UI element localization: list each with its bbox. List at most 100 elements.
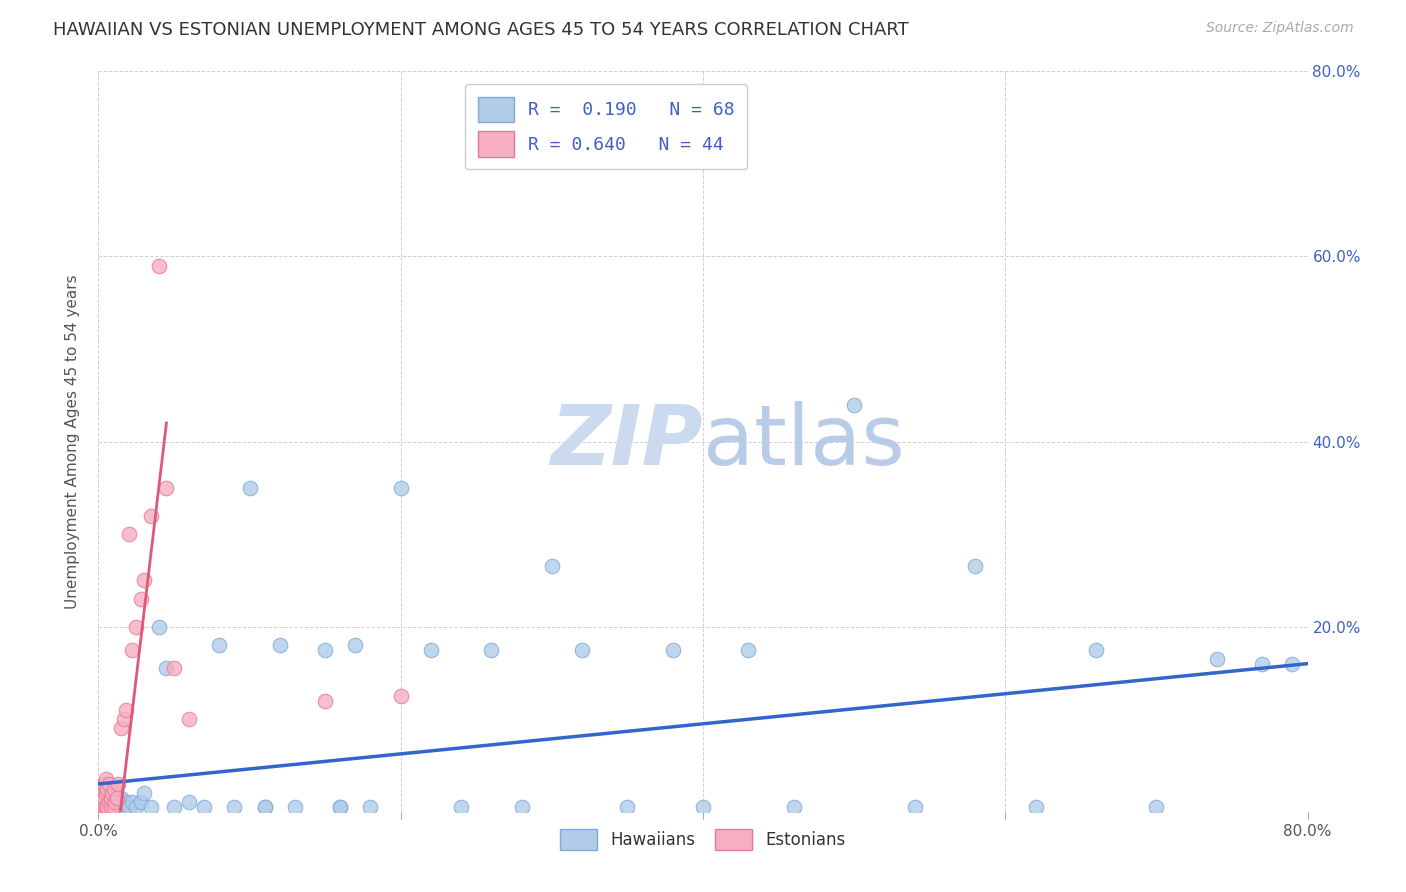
Point [91, 796, 114, 810]
Point [93, 800, 115, 814]
Point [141, 800, 163, 814]
Point [329, 800, 352, 814]
Point [1281, 657, 1303, 671]
Point [98, 777, 121, 791]
Point [100, 800, 122, 814]
Point [93, 790, 115, 805]
Point [132, 786, 155, 800]
Point [239, 481, 262, 495]
Point [96, 800, 118, 814]
Point [121, 796, 143, 810]
Point [94, 800, 117, 814]
Y-axis label: Unemployment Among Ages 45 to 54 years: Unemployment Among Ages 45 to 54 years [65, 274, 80, 609]
Point [179, 712, 201, 726]
Point [94, 800, 117, 814]
Point [108, 800, 131, 814]
Point [112, 712, 135, 726]
Point [1024, 800, 1046, 814]
Point [540, 559, 562, 574]
Point [163, 661, 186, 675]
Point [110, 722, 132, 736]
Point [98, 796, 121, 810]
Point [329, 800, 352, 814]
Point [98, 800, 121, 814]
Point [965, 559, 987, 574]
Point [125, 800, 148, 814]
Point [224, 800, 246, 814]
Point [90, 800, 112, 814]
Point [90, 790, 112, 805]
Point [91, 800, 114, 814]
Point [90, 786, 112, 800]
Point [100, 790, 122, 805]
Point [314, 694, 336, 708]
Point [1251, 657, 1274, 671]
Point [179, 796, 201, 810]
Point [904, 800, 927, 814]
Point [104, 786, 127, 800]
Text: HAWAIIAN VS ESTONIAN UNEMPLOYMENT AMONG AGES 45 TO 54 YEARS CORRELATION CHART: HAWAIIAN VS ESTONIAN UNEMPLOYMENT AMONG … [53, 21, 910, 38]
Point [107, 777, 129, 791]
Point [100, 796, 122, 810]
Point [360, 800, 382, 814]
Point [269, 638, 291, 652]
Point [89, 796, 111, 810]
Point [314, 642, 336, 657]
Point [121, 642, 143, 657]
Point [389, 689, 412, 703]
Point [118, 800, 141, 814]
Point [141, 508, 163, 523]
Point [90, 800, 112, 814]
Point [844, 398, 866, 412]
Point [155, 481, 177, 495]
Point [571, 642, 593, 657]
Point [96, 796, 118, 810]
Point [104, 796, 127, 810]
Point [208, 638, 231, 652]
Point [1144, 800, 1167, 814]
Point [93, 800, 115, 814]
Point [148, 619, 170, 633]
Point [193, 800, 215, 814]
Point [89, 800, 111, 814]
Point [91, 800, 114, 814]
Point [284, 800, 307, 814]
Point [389, 481, 412, 495]
Point [89, 790, 111, 805]
Point [103, 796, 125, 810]
Point [93, 777, 115, 791]
Point [101, 790, 124, 805]
Point [94, 796, 117, 810]
Point [94, 772, 117, 787]
Point [101, 800, 124, 814]
Point [91, 796, 114, 810]
Point [132, 574, 155, 588]
Point [103, 800, 125, 814]
Point [107, 796, 129, 810]
Point [692, 800, 714, 814]
Text: ZIP: ZIP [550, 401, 703, 482]
Point [118, 527, 141, 541]
Point [96, 781, 118, 796]
Point [737, 642, 759, 657]
Legend: Hawaiians, Estonians: Hawaiians, Estonians [554, 822, 852, 856]
Point [1206, 652, 1229, 666]
Point [783, 800, 806, 814]
Point [103, 781, 125, 796]
Text: atlas: atlas [703, 401, 904, 482]
Point [661, 642, 683, 657]
Text: Source: ZipAtlas.com: Source: ZipAtlas.com [1206, 21, 1354, 35]
Point [253, 800, 276, 814]
Point [253, 800, 276, 814]
Point [94, 786, 117, 800]
Point [1085, 642, 1108, 657]
Point [103, 800, 125, 814]
Point [155, 661, 177, 675]
Point [114, 796, 136, 810]
Point [91, 781, 114, 796]
Point [89, 781, 111, 796]
Point [105, 790, 128, 805]
Point [148, 259, 170, 273]
Point [510, 800, 533, 814]
Point [114, 703, 136, 717]
